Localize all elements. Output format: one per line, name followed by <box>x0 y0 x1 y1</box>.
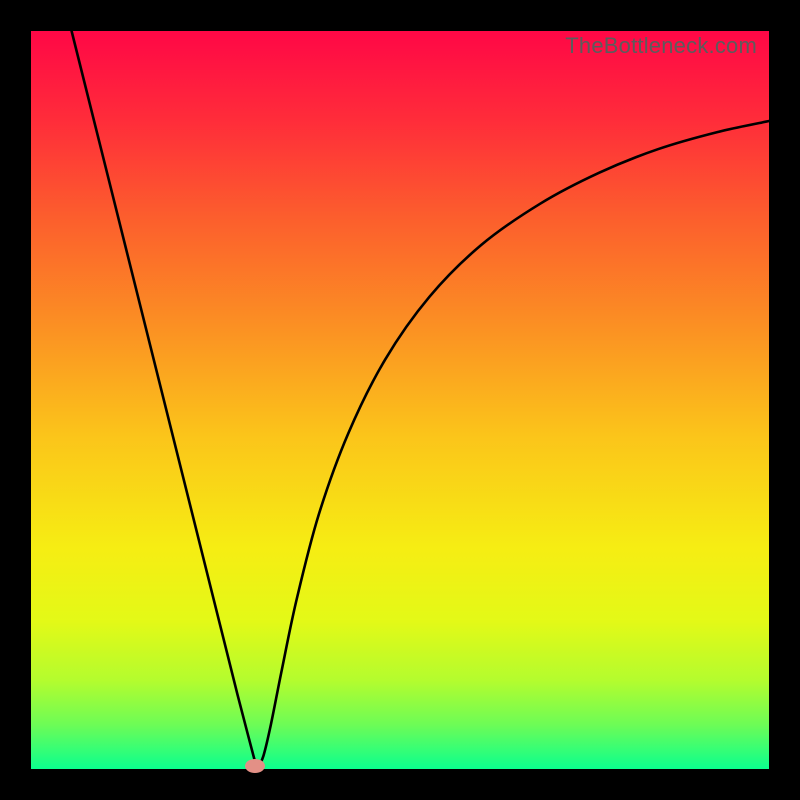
outer-frame: TheBottleneck.com <box>0 0 800 800</box>
bottleneck-curve <box>31 31 769 769</box>
plot-area: TheBottleneck.com <box>31 31 769 769</box>
curve-left-branch <box>72 31 259 767</box>
curve-right-branch <box>258 121 769 767</box>
optimal-point-marker <box>245 759 265 773</box>
